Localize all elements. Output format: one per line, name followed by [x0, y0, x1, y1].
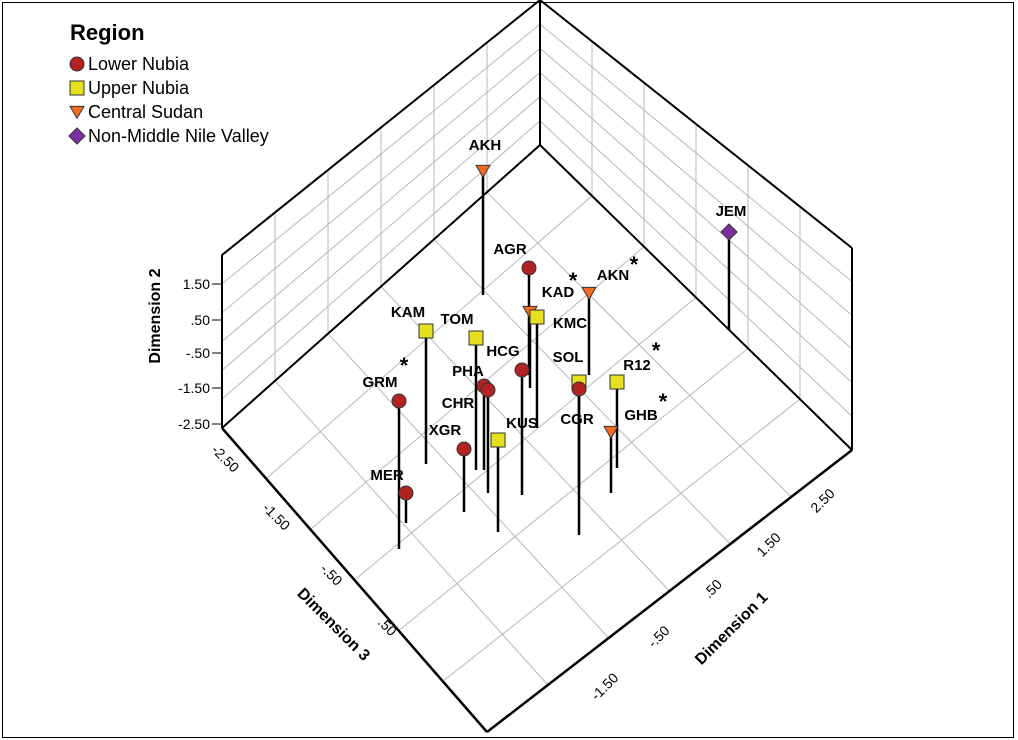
y-tick-label: -1.50	[178, 380, 210, 396]
legend-marker-triangle-down	[69, 105, 85, 120]
star-mark: *	[400, 353, 409, 378]
legend-marker-square	[69, 80, 85, 96]
point-label-tom: TOM	[440, 311, 473, 328]
wall-gridline	[221, 47, 541, 314]
marker-chr	[480, 382, 496, 398]
marker-ghb	[603, 425, 619, 440]
point-label-cgr: CGR	[560, 411, 594, 428]
wall-edge	[539, 0, 853, 249]
point-label-mer: MER	[370, 467, 404, 484]
x-tick-label: -1.50	[588, 669, 622, 703]
wall-gridline	[539, 72, 853, 350]
y-tick-label: -.50	[186, 345, 210, 361]
y-tick-label: .50	[191, 312, 211, 328]
x-tick-label: -.50	[644, 622, 673, 651]
marker-kmc	[529, 309, 545, 325]
star-mark: *	[652, 338, 661, 363]
marker-hcg	[514, 362, 530, 378]
floor-edge	[539, 144, 853, 451]
point-label-pha: PHA	[452, 363, 484, 380]
marker-jem	[720, 223, 738, 241]
marker-kam	[418, 323, 434, 339]
floor-edge	[486, 449, 853, 733]
wall-gridline	[221, 23, 541, 285]
marker-akh	[475, 164, 491, 179]
point-label-kus: KUS	[506, 415, 538, 432]
marker-layer	[391, 164, 738, 501]
point-label-jem: JEM	[716, 203, 747, 220]
point-label-xgr: XGR	[429, 422, 462, 439]
point-label-kad: KAD	[542, 284, 575, 301]
legend-label: Central Sudan	[88, 102, 203, 122]
point-label-akh: AKH	[469, 137, 502, 154]
wall-gridline	[221, 72, 541, 342]
x-tick-label: 2.50	[807, 485, 838, 516]
x-tick-label: 1.50	[753, 529, 784, 560]
wall-gridline	[539, 96, 853, 384]
wall-gridline	[539, 120, 853, 417]
point-label-hcg: HCG	[486, 343, 519, 360]
point-label-akn: AKN	[597, 267, 630, 284]
star-mark: *	[630, 252, 639, 277]
floor-edge	[221, 427, 488, 733]
marker-xgr	[456, 441, 472, 457]
point-label-r12: R12	[623, 357, 651, 374]
point-label-kmc: KMC	[553, 315, 587, 332]
legend: Region Lower Nubia Upper Nubia Central Sud…	[68, 20, 269, 146]
grid-layer	[212, 0, 853, 733]
floor-edge	[221, 144, 541, 429]
legend-items: Lower Nubia Upper Nubia Central Sudan Non-M…	[68, 54, 269, 146]
marker-grm	[391, 393, 407, 409]
point-label-agr: AGR	[493, 241, 527, 258]
legend-marker-diamond	[68, 127, 86, 145]
wall-edge	[221, 0, 541, 256]
marker-kus	[490, 432, 506, 448]
stem-layer	[397, 171, 731, 549]
y-tick-label: -2.50	[178, 416, 210, 432]
wall-gridline	[221, 96, 541, 371]
marker-cgr	[571, 381, 587, 397]
marker-r12	[609, 374, 625, 390]
point-label-sol: SOL	[553, 349, 584, 366]
legend-title: Region	[70, 20, 145, 45]
x-tick-label: .50	[700, 576, 725, 601]
legend-label: Lower Nubia	[88, 54, 190, 74]
star-mark: *	[569, 268, 578, 293]
x-axis-label: Dimension 1	[692, 589, 771, 668]
legend-label: Upper Nubia	[88, 78, 190, 98]
marker-tom	[468, 330, 484, 346]
marker-agr	[521, 260, 537, 276]
marker-akn	[581, 286, 597, 301]
point-label-kam: KAM	[391, 304, 425, 321]
point-label-ghb: GHB	[624, 407, 658, 424]
y-axis-label: Dimension 2	[147, 268, 164, 363]
legend-label: Non-Middle Nile Valley	[88, 126, 269, 146]
z-axis-label: Dimension 3	[294, 585, 373, 664]
star-mark: *	[659, 389, 668, 414]
point-label-grm: GRM	[363, 374, 398, 391]
wall-gridline	[539, 47, 853, 316]
z-tick-label: .50	[375, 614, 400, 639]
y-tick-label: 1.50	[183, 276, 210, 292]
marker-mer	[398, 485, 414, 501]
legend-marker-circle	[69, 56, 85, 72]
floor-gridline	[486, 191, 792, 498]
wall-gridline	[539, 23, 853, 283]
point-label-chr: CHR	[442, 395, 475, 412]
